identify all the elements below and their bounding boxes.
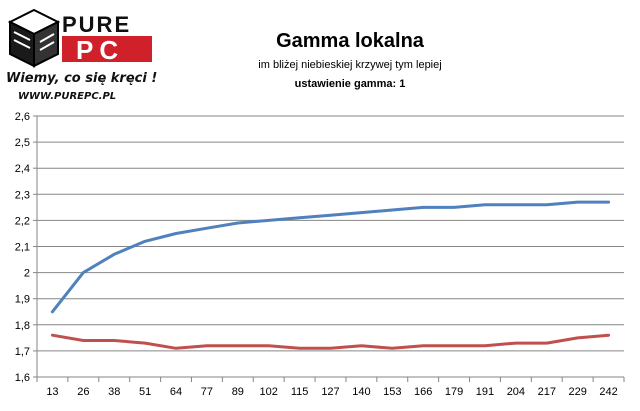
brand-bottom: PC (76, 35, 124, 65)
x-tick-label: 13 (46, 386, 58, 398)
y-tick-label: 2 (24, 268, 30, 280)
chart-title: Gamma lokalna (276, 30, 424, 52)
x-tick-label: 153 (383, 386, 401, 398)
y-tick-label: 1,6 (15, 372, 30, 384)
grid (37, 115, 624, 352)
y-axis-labels: 1,6 1,7 1,8 1,9 2 2,1 2,2 2,3 2,4 2,5 2,6 (15, 111, 30, 384)
x-tick-label: 217 (538, 386, 556, 398)
x-tick-label: 229 (568, 386, 586, 398)
x-tick-label: 127 (321, 386, 339, 398)
x-tick-label: 64 (170, 386, 182, 398)
x-tick-label: 179 (445, 386, 463, 398)
purepc-logo: PURE PC Wiemy, co się kręci ! WWW.PUREPC… (6, 8, 157, 102)
x-tick-label: 204 (507, 386, 525, 398)
brand-bg (62, 36, 152, 62)
series-lines (50, 200, 611, 350)
cube-icon (7, 8, 61, 68)
x-axis-labels: 13 26 38 51 64 77 89 102 115 127 140 153 166 179 191 20… (46, 386, 617, 398)
series-line-1 (50, 200, 611, 314)
y-tick-label: 2,3 (15, 189, 30, 201)
logo-url: WWW.PUREPC.PL (18, 91, 116, 102)
x-tick-label: 77 (201, 386, 213, 398)
x-tick-label: 38 (108, 386, 120, 398)
y-tick-label: 1,7 (15, 346, 30, 358)
slogan: Wiemy, co się kręci ! (6, 71, 157, 86)
x-tick-label: 242 (599, 386, 617, 398)
y-tick-label: 2,1 (15, 242, 30, 254)
x-tick-label: 102 (260, 386, 278, 398)
y-tick-label: 2,6 (15, 111, 30, 123)
y-tick-label: 1,9 (15, 294, 30, 306)
chart-gamma-setting: ustawienie gamma: 1 (294, 78, 406, 90)
y-tick-label: 1,8 (15, 320, 30, 332)
x-tick-label: 26 (77, 386, 89, 398)
y-tick-label: 2,4 (15, 163, 30, 175)
series-line-2 (50, 333, 611, 350)
brand-top: PURE (62, 12, 131, 37)
x-tick-label: 89 (232, 386, 244, 398)
x-tick-label: 166 (414, 386, 432, 398)
chart-subtitle: im bliżej niebieskiej krzywej tym lepiej (258, 59, 442, 71)
x-tick-label: 115 (291, 386, 309, 398)
x-tick-label: 140 (352, 386, 370, 398)
y-tick-label: 2,2 (15, 215, 30, 227)
x-tick-label: 51 (139, 386, 151, 398)
axes (33, 115, 625, 382)
y-tick-label: 2,5 (15, 137, 30, 149)
x-tick-label: 191 (476, 386, 494, 398)
